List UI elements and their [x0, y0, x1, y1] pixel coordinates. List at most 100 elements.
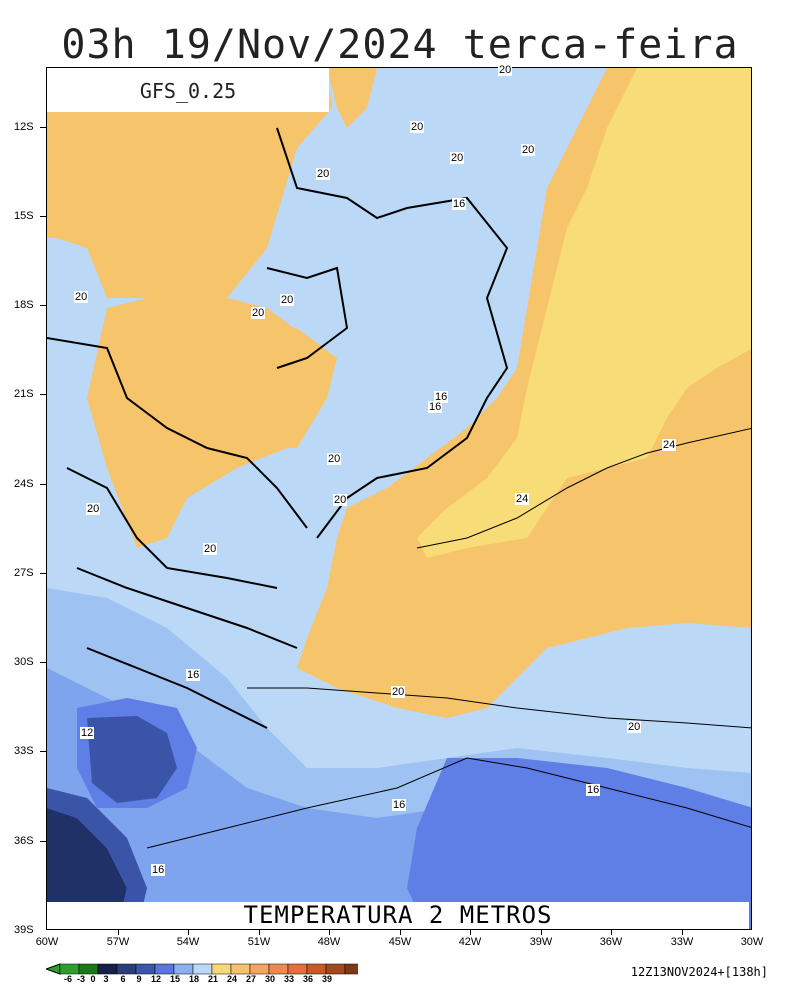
colorbar-cell: [116, 963, 137, 975]
contour-label: 24: [662, 439, 677, 451]
colorbar-cell: [211, 963, 232, 975]
lat-label: 24S: [14, 478, 34, 490]
lat-label: 30S: [14, 656, 34, 668]
cb-label: -3: [76, 974, 86, 984]
contour-label: 20: [450, 152, 465, 164]
lat-label: 33S: [14, 745, 34, 757]
lon-label: 54W: [176, 936, 200, 948]
contour-label: 20: [203, 543, 218, 555]
colorbar-cell: [306, 963, 327, 975]
lat-tick: [40, 394, 46, 395]
cb-label: 6: [120, 974, 126, 984]
contour-label: 20: [627, 721, 642, 733]
contour-label: 20: [521, 144, 536, 156]
contour-label: 20: [391, 686, 406, 698]
lon-label: 57W: [106, 936, 130, 948]
warm-region-northwest: [47, 68, 332, 298]
cb-label: 30: [264, 974, 276, 984]
cb-label: 3: [103, 974, 109, 984]
lon-tick: [400, 930, 401, 935]
lat-label: 21S: [14, 388, 34, 400]
cb-label: 33: [283, 974, 295, 984]
lat-tick: [40, 127, 46, 128]
cb-label: 39: [321, 974, 333, 984]
contour-label: 16: [392, 799, 407, 811]
lon-label: 45W: [388, 936, 412, 948]
contour-label: 20: [333, 494, 348, 506]
border-lines: [47, 127, 509, 729]
contour-label: 20: [280, 294, 295, 306]
lat-label: 27S: [14, 567, 34, 579]
cb-label: 9: [136, 974, 142, 984]
lon-tick: [329, 930, 330, 935]
colorbar-cell: [325, 963, 346, 975]
lon-tick: [118, 930, 119, 935]
colorbar-cell: [78, 963, 99, 975]
contour-label: 16: [428, 401, 443, 413]
contour-16-south: [146, 757, 751, 849]
coldest-region-corner: [47, 808, 127, 929]
lon-label: 36W: [599, 936, 623, 948]
warm-region-north-center: [327, 68, 377, 128]
lat-label: 15S: [14, 210, 34, 222]
colorbar-cell: [192, 963, 213, 975]
variable-label: TEMPERATURA 2 METROS: [47, 902, 749, 929]
lon-tick: [259, 930, 260, 935]
contour-label: 16: [434, 391, 449, 403]
lat-tick: [40, 751, 46, 752]
colorbar-cell: [59, 963, 80, 975]
hot-region-ocean: [417, 68, 751, 558]
lat-label: 39S: [14, 924, 34, 936]
cool-band-9: [407, 758, 751, 929]
colorbar-cell: [249, 963, 270, 975]
cb-label: 0: [90, 974, 96, 984]
model-label: GFS_0.25: [47, 68, 329, 112]
lat-tick: [40, 573, 46, 574]
colorbar-cell: [344, 963, 358, 975]
contour-label: 24: [515, 493, 530, 505]
lon-tick: [470, 930, 471, 935]
colorbar-left-arrow: [46, 963, 61, 975]
contour-label: 20: [74, 291, 89, 303]
colorbar-cell: [154, 963, 175, 975]
run-info: 12Z13NOV2024+[138h]: [630, 965, 768, 979]
colorbar-cell: [135, 963, 156, 975]
contour-20-ocean: [247, 687, 751, 729]
contour-label: 20: [498, 64, 513, 76]
lon-label: 39W: [529, 936, 553, 948]
contour-label: 20: [86, 503, 101, 515]
contour-24: [416, 427, 751, 549]
colorbar-cell: [230, 963, 251, 975]
cb-label: 27: [245, 974, 257, 984]
lat-tick: [40, 841, 46, 842]
contour-label: 20: [410, 121, 425, 133]
lon-tick: [611, 930, 612, 935]
lon-tick: [188, 930, 189, 935]
contour-label: 16: [186, 669, 201, 681]
contour-label: 20: [316, 168, 331, 180]
lon-tick: [682, 930, 683, 935]
contour-label: 12: [80, 727, 95, 739]
map-canvas: [47, 68, 751, 929]
contour-label: 20: [327, 453, 342, 465]
lat-tick: [40, 216, 46, 217]
lat-label: 12S: [14, 121, 34, 133]
lon-label: 33W: [670, 936, 694, 948]
lat-tick: [40, 662, 46, 663]
cb-label: -6: [63, 974, 73, 984]
contour-label: 16: [452, 198, 467, 210]
colorbar-cell: [287, 963, 308, 975]
cb-label: 24: [226, 974, 238, 984]
colorbar: [46, 963, 358, 975]
lat-label: 18S: [14, 299, 34, 311]
lon-label: 51W: [247, 936, 271, 948]
cb-label: 15: [169, 974, 181, 984]
cold-region-southwest: [87, 716, 177, 803]
colorbar-cell: [268, 963, 289, 975]
lon-label: 30W: [740, 936, 764, 948]
temperature-map: [46, 67, 752, 930]
lat-label: 36S: [14, 835, 34, 847]
cb-label: 21: [207, 974, 219, 984]
lon-label: 42W: [458, 936, 482, 948]
contour-label: 20: [251, 307, 266, 319]
